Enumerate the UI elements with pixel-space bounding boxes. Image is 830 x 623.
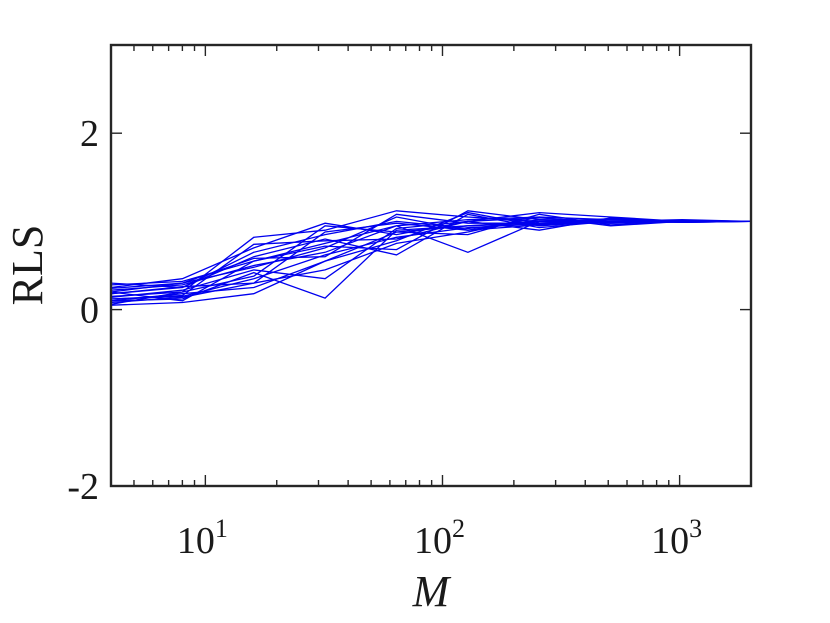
series-line-10 bbox=[110, 211, 751, 289]
plot-frame bbox=[109, 43, 753, 488]
y-axis-label: RLS bbox=[3, 225, 52, 306]
series-line-18 bbox=[110, 220, 752, 295]
x-tick-label: 103 bbox=[651, 514, 702, 562]
y-tick-label: -2 bbox=[67, 466, 99, 508]
label-layer: -2 0 2 101 102 103 bbox=[67, 113, 702, 562]
y-tick-label: 2 bbox=[80, 113, 99, 155]
x-axis-label: M bbox=[412, 567, 452, 616]
y-tick-label: 0 bbox=[80, 290, 99, 332]
plot-area bbox=[111, 45, 751, 486]
series-line-16 bbox=[110, 213, 752, 290]
x-tick-label: 102 bbox=[414, 514, 465, 562]
series-layer bbox=[110, 210, 752, 306]
x-tick-label: 101 bbox=[177, 514, 228, 562]
series-line-15 bbox=[110, 213, 751, 305]
